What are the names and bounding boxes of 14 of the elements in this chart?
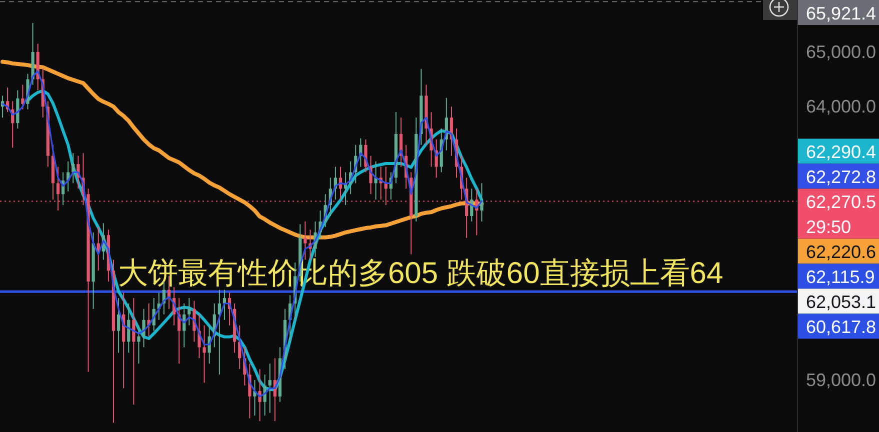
- price-tag: 62,220.6: [798, 238, 879, 264]
- ref-line-label: 60,617.8: [806, 317, 876, 338]
- price-tag: 62,053.1: [798, 288, 879, 314]
- y-tick-label: 59,000.0: [806, 370, 876, 390]
- y-tick-label: 65,000.0: [806, 42, 876, 62]
- price-tag: 62,115.9: [798, 264, 879, 289]
- price-tag: 65,921.4: [798, 0, 879, 25]
- ref-line-label: 65,921.4: [806, 4, 876, 24]
- price-tag: 62,290.4: [798, 138, 879, 164]
- y-tick-label: 64,000.0: [806, 96, 876, 117]
- ref-line-label: 62,270.5: [806, 192, 876, 212]
- price-tag: 62,270.5 29:50: [798, 188, 879, 239]
- price-tag: 62,272.8: [798, 164, 879, 189]
- price-tag: 60,617.8: [798, 314, 879, 339]
